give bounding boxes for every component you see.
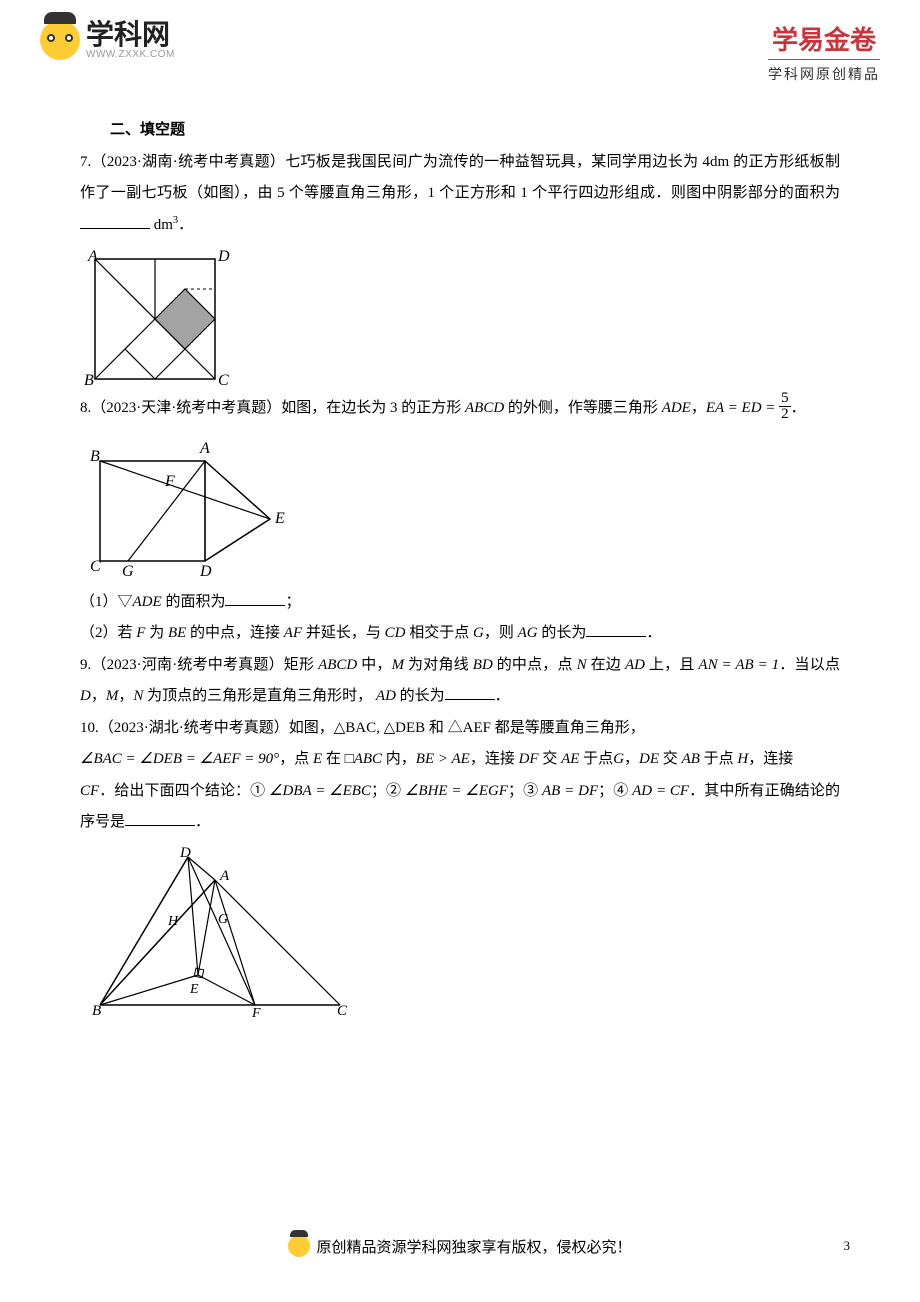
q8-2-blank	[586, 622, 646, 637]
svg-text:F: F	[164, 473, 175, 490]
q8-a: 8.（2023·天津·统考中考真题）如图，在边长为 3 的正方形	[80, 400, 465, 416]
svg-text:E: E	[274, 510, 285, 527]
svg-text:G: G	[122, 563, 134, 580]
svg-text:D: D	[179, 845, 191, 861]
q8-ade: ADE	[662, 400, 691, 416]
logo-left: 学科网 WWW.ZXXK.COM	[40, 20, 175, 60]
svg-text:E: E	[189, 982, 199, 997]
q8-abcd: ABCD	[465, 400, 504, 416]
q7-end: ．	[178, 217, 193, 233]
figure-q8: B A E C G D F	[80, 431, 840, 581]
q7-text: 7.（2023·湖南·统考中考真题）七巧板是我国民间广为流传的一种益智玩具，某同…	[80, 154, 840, 202]
question-10-line3: CF．给出下面四个结论：① ∠DBA = ∠EBC；② ∠BHE = ∠EGF；…	[80, 776, 840, 839]
logo-sub-text: WWW.ZXXK.COM	[86, 49, 175, 60]
svg-text:A: A	[199, 440, 210, 457]
svg-text:C: C	[218, 372, 229, 387]
question-10-line2: ∠BAC = ∠DEB = ∠AEF = 90°，点 E 在 □ABC 内，BE…	[80, 744, 840, 776]
footer-logo-icon	[288, 1235, 310, 1257]
page-header: 学科网 WWW.ZXXK.COM 学易金卷 学科网原创精品	[0, 0, 920, 90]
svg-text:B: B	[92, 1003, 101, 1019]
q8-frac: 52	[779, 391, 791, 422]
footer: 原创精品资源学科网独家享有版权，侵权必究！	[0, 1235, 920, 1262]
figure-q7: A D B C	[80, 247, 840, 387]
q8-1-blank	[225, 591, 285, 606]
svg-text:G: G	[218, 912, 228, 927]
question-7: 7.（2023·湖南·统考中考真题）七巧板是我国民间广为流传的一种益智玩具，某同…	[80, 147, 840, 242]
svg-text:A: A	[219, 868, 230, 884]
logo-main-text: 学科网	[86, 21, 175, 49]
q8-b: 的外侧，作等腰三角形	[504, 400, 662, 416]
svg-text:D: D	[199, 563, 212, 580]
svg-text:C: C	[337, 1003, 348, 1019]
question-9: 9.（2023·河南·统考中考真题）矩形 ABCD 中，M 为对角线 BD 的中…	[80, 650, 840, 713]
svg-text:B: B	[90, 448, 100, 465]
page-number: 3	[844, 1238, 851, 1254]
q7-unit: dm	[150, 217, 173, 233]
q8-c: ，	[691, 400, 706, 416]
logo-right: 学易金卷 学科网原创精品	[768, 20, 880, 84]
q8-eaed: EA = ED =	[706, 400, 776, 416]
svg-text:H: H	[167, 914, 179, 929]
q9-blank	[445, 685, 495, 700]
question-10: 10.（2023·湖北·统考中考真题）如图，△BAC, △DEB 和 △AEF …	[80, 713, 840, 745]
svg-text:C: C	[90, 558, 101, 575]
q8-sub2: （2）若 F 为 BE 的中点，连接 AF 并延长，与 CD 相交于点 G，则 …	[80, 618, 840, 650]
svg-text:F: F	[251, 1006, 261, 1020]
logo-face-icon	[40, 20, 80, 60]
content: 二、填空题 7.（2023·湖南·统考中考真题）七巧板是我国民间广为流传的一种益…	[80, 115, 840, 1026]
svg-text:B: B	[84, 372, 94, 387]
brand-title: 学易金卷	[768, 20, 880, 60]
q8-end: ．	[791, 400, 806, 416]
svg-text:A: A	[87, 248, 98, 265]
figure-q10: B C D A H G E F	[80, 845, 840, 1020]
q8-sub1: （1）▽ADE 的面积为；	[80, 587, 840, 619]
footer-text: 原创精品资源学科网独家享有版权，侵权必究！	[316, 1236, 631, 1257]
brand-sub: 学科网原创精品	[768, 64, 880, 84]
q7-blank	[80, 214, 150, 229]
question-8: 8.（2023·天津·统考中考真题）如图，在边长为 3 的正方形 ABCD 的外…	[80, 393, 840, 425]
section-title: 二、填空题	[80, 115, 840, 147]
q10-blank	[125, 811, 195, 826]
svg-text:D: D	[217, 248, 230, 265]
